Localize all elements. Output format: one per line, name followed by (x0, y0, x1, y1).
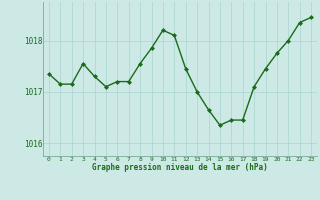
X-axis label: Graphe pression niveau de la mer (hPa): Graphe pression niveau de la mer (hPa) (92, 163, 268, 172)
